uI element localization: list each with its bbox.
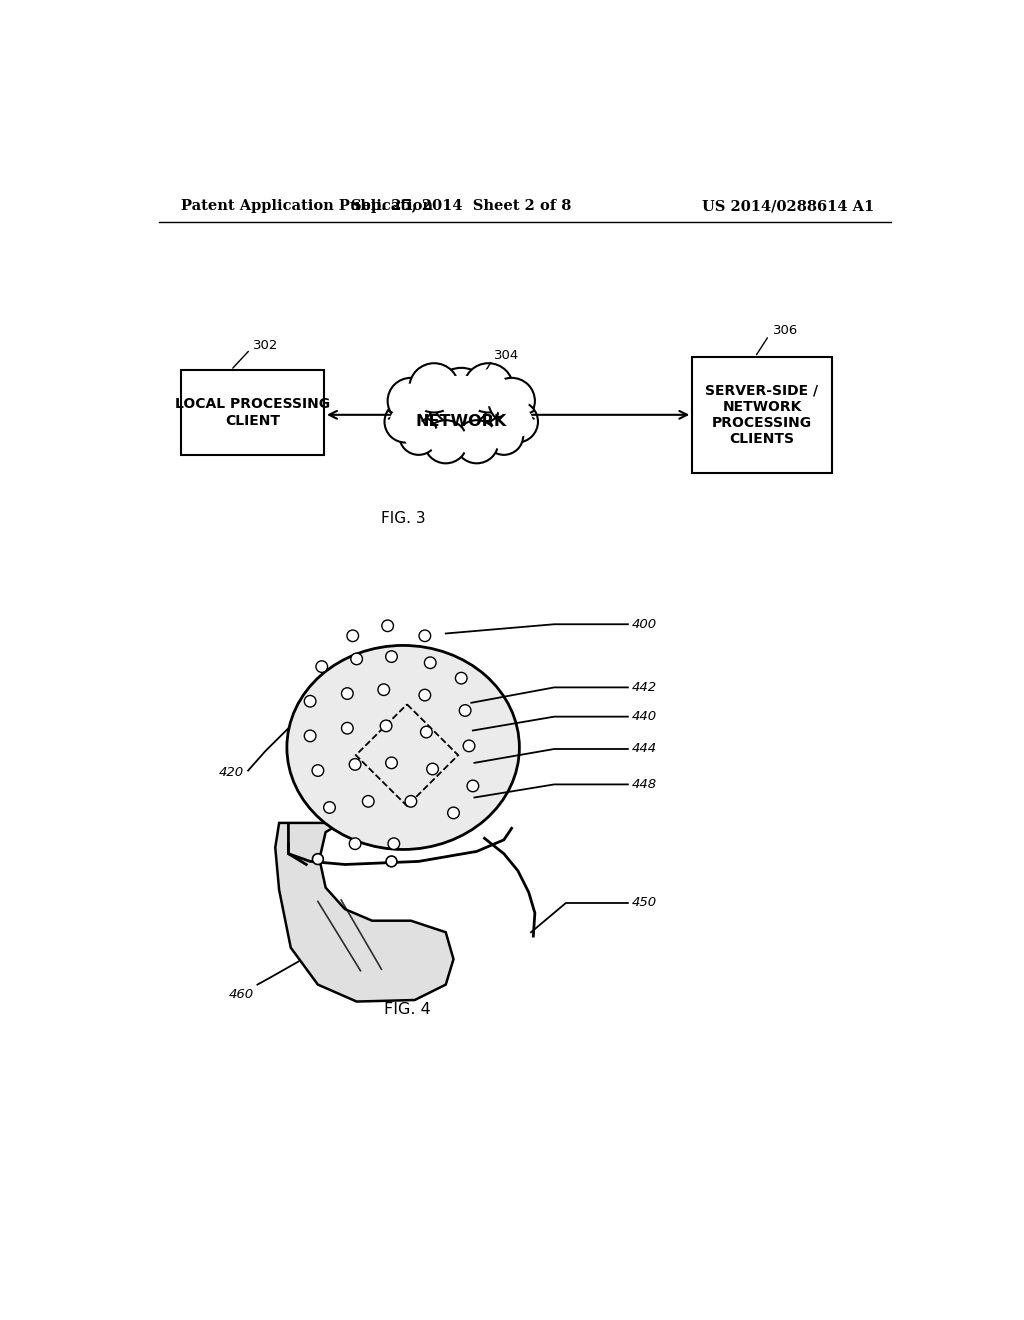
Circle shape (439, 375, 483, 418)
Circle shape (470, 370, 507, 407)
Circle shape (488, 378, 535, 424)
Text: NETWORK: NETWORK (416, 414, 507, 429)
Circle shape (460, 705, 471, 717)
Circle shape (312, 764, 324, 776)
Circle shape (489, 421, 518, 450)
Circle shape (484, 416, 523, 455)
Text: Patent Application Publication: Patent Application Publication (180, 199, 433, 213)
Circle shape (455, 420, 499, 463)
Text: 448: 448 (632, 777, 656, 791)
Circle shape (496, 401, 538, 442)
Circle shape (461, 425, 493, 458)
Text: SERVER-SIDE /
NETWORK
PROCESSING
CLIENTS: SERVER-SIDE / NETWORK PROCESSING CLIENTS (706, 384, 818, 446)
Ellipse shape (406, 385, 517, 455)
Circle shape (421, 726, 432, 738)
Circle shape (419, 689, 431, 701)
Circle shape (304, 730, 316, 742)
Text: LOCAL PROCESSING
CLIENT: LOCAL PROCESSING CLIENT (175, 397, 330, 428)
Circle shape (378, 684, 389, 696)
Text: 442: 442 (632, 681, 656, 694)
Circle shape (349, 759, 360, 770)
Text: 440: 440 (632, 710, 656, 723)
Text: 420: 420 (219, 766, 245, 779)
Circle shape (424, 657, 436, 668)
Circle shape (447, 807, 460, 818)
Text: FIG. 4: FIG. 4 (384, 1002, 430, 1016)
Text: FIG. 3: FIG. 3 (381, 511, 425, 527)
Circle shape (386, 758, 397, 768)
Circle shape (390, 407, 421, 437)
Circle shape (427, 763, 438, 775)
Circle shape (424, 420, 467, 463)
Bar (180, 370, 324, 455)
Circle shape (467, 780, 478, 792)
Ellipse shape (287, 645, 519, 850)
Circle shape (410, 363, 459, 413)
Text: 302: 302 (253, 339, 278, 352)
Circle shape (429, 425, 462, 458)
Circle shape (406, 796, 417, 807)
Text: 306: 306 (773, 323, 798, 337)
Circle shape (502, 407, 532, 437)
Circle shape (385, 401, 426, 442)
Text: 444: 444 (632, 742, 656, 755)
Circle shape (342, 722, 353, 734)
Circle shape (399, 416, 438, 455)
Circle shape (380, 721, 392, 731)
Circle shape (464, 363, 513, 413)
Circle shape (419, 630, 431, 642)
Polygon shape (275, 822, 454, 1002)
Text: 460: 460 (229, 987, 254, 1001)
Circle shape (347, 630, 358, 642)
Circle shape (382, 620, 393, 631)
Text: Sep. 25, 2014  Sheet 2 of 8: Sep. 25, 2014 Sheet 2 of 8 (351, 199, 571, 213)
Text: 400: 400 (632, 618, 656, 631)
Circle shape (342, 688, 353, 700)
Circle shape (349, 838, 360, 850)
Text: US 2014/0288614 A1: US 2014/0288614 A1 (701, 199, 873, 213)
Circle shape (362, 796, 374, 807)
Circle shape (388, 838, 399, 850)
Circle shape (304, 696, 316, 708)
Circle shape (463, 741, 475, 751)
Circle shape (416, 370, 453, 407)
Circle shape (351, 653, 362, 665)
Circle shape (456, 672, 467, 684)
Circle shape (386, 651, 397, 663)
Bar (692, 358, 831, 473)
Circle shape (324, 801, 335, 813)
Circle shape (404, 421, 433, 450)
Circle shape (388, 378, 434, 424)
Circle shape (393, 384, 428, 418)
Circle shape (386, 855, 397, 867)
Circle shape (495, 384, 529, 418)
Circle shape (316, 661, 328, 672)
Circle shape (432, 368, 490, 426)
Text: 450: 450 (632, 896, 656, 909)
Circle shape (312, 854, 324, 865)
Text: 304: 304 (494, 348, 519, 362)
